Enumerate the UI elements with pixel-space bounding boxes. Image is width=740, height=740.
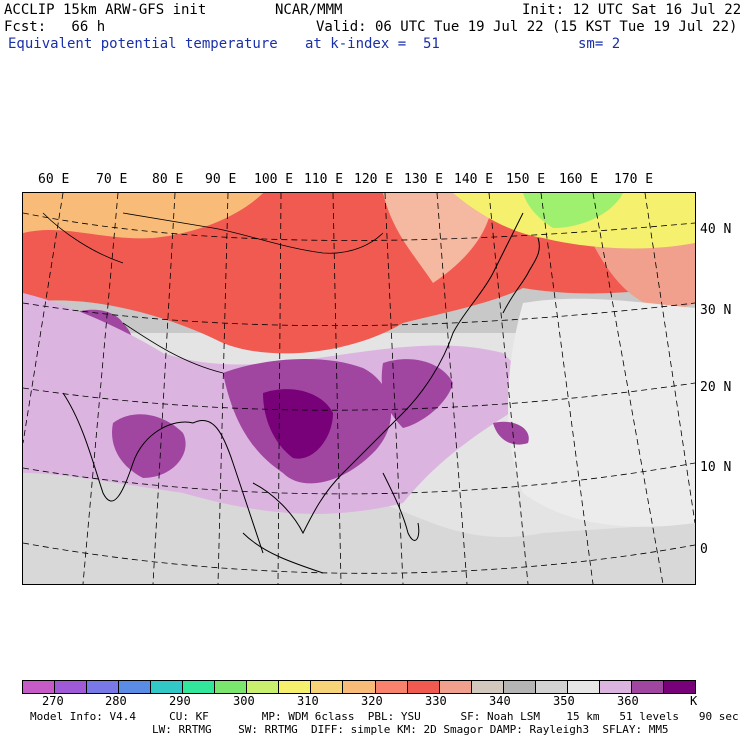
green-region (523, 193, 623, 228)
indochina-dark-purple (263, 389, 333, 459)
colorbar-tick: 330 (425, 694, 447, 708)
smoothing-info: sm= 2 (578, 36, 621, 52)
org-label: NCAR/MMM (275, 2, 343, 18)
meridian-line (488, 193, 529, 584)
level-info: at k-index = 51 (305, 36, 440, 52)
lat-label: 0 (700, 542, 708, 557)
colorbar-segment (503, 681, 536, 693)
parallel-line (23, 382, 695, 411)
lon-label: 140 E (454, 172, 494, 187)
peach-region-west (23, 193, 263, 239)
colorbar-tick: 360 (617, 694, 639, 708)
lon-label: 120 E (354, 172, 394, 187)
model-title: ACCLIP 15km ARW-GFS init (4, 2, 207, 18)
borders (42, 212, 384, 374)
parallel-line (23, 302, 695, 327)
colorbar-segment (279, 681, 312, 693)
lon-label: 170 E (614, 172, 654, 187)
pacific-light-region (508, 298, 695, 527)
himalaya-border (122, 322, 224, 374)
colorbar-tick: 300 (233, 694, 255, 708)
colorbar-segment (215, 681, 248, 693)
meridian-line (592, 193, 664, 584)
lon-label: 130 E (404, 172, 444, 187)
philippines-coast (382, 472, 420, 541)
colorbar-tick: 290 (169, 694, 191, 708)
lon-label: 70 E (96, 172, 128, 187)
china-coast (252, 272, 494, 535)
model-info-line2: LW: RRTMG SW: RRTMG DIFF: simple KM: 2D … (152, 723, 669, 736)
burma-coast (192, 420, 264, 554)
lon-label: 80 E (152, 172, 184, 187)
mongolia-border (122, 212, 384, 254)
lon-label: 160 E (559, 172, 599, 187)
meridian-line (217, 193, 229, 584)
lon-label: 100 E (254, 172, 294, 187)
colorbar-segment (599, 681, 632, 693)
central-asia-border (42, 212, 124, 264)
colorbar-segment (23, 681, 56, 693)
colorbar-tick: 270 (42, 694, 64, 708)
colorbar-segment (535, 681, 568, 693)
meridian-line (23, 193, 64, 444)
model-info-line1: Model Info: V4.4 CU: KF MP: WDM 6class P… (30, 710, 739, 723)
meridian-line (384, 193, 404, 584)
colorbar-tick: 350 (553, 694, 575, 708)
japan-coast (502, 237, 540, 314)
colorbar-segment (631, 681, 664, 693)
colorbar-segment (87, 681, 120, 693)
colorbar-segment (663, 681, 695, 693)
pacific-purple-spot (493, 421, 529, 445)
parallel-line (23, 542, 695, 574)
parallel-line (23, 462, 695, 495)
graticule (23, 193, 695, 584)
field-name: Equivalent potential temperature (8, 36, 278, 52)
colorbar-tick: 320 (361, 694, 383, 708)
lon-label: 110 E (304, 172, 344, 187)
lon-label: 60 E (38, 172, 70, 187)
meridian-line (436, 193, 468, 584)
colorbar-tick: 310 (297, 694, 319, 708)
colorbar-segment (183, 681, 216, 693)
colorbar-segment (151, 681, 184, 693)
colorbar-tick: 280 (105, 694, 127, 708)
meridian-line (277, 193, 282, 584)
lon-label: 150 E (506, 172, 546, 187)
map-canvas (23, 193, 695, 584)
colorbar-segment (407, 681, 440, 693)
lat-label: 20 N (700, 380, 732, 395)
colorbar-segment (119, 681, 152, 693)
peach-region-east (383, 193, 493, 283)
korea-coast (492, 212, 524, 274)
lat-label: 10 N (700, 460, 732, 475)
colorbar-segment (567, 681, 600, 693)
india-coast (62, 392, 194, 502)
valid-time: Valid: 06 UTC Tue 19 Jul 22 (15 KST Tue … (316, 19, 738, 35)
colorbar-segment (375, 681, 408, 693)
colorbar-segment (343, 681, 376, 693)
india-purple (112, 414, 186, 478)
meridian-line (644, 193, 695, 524)
meridian-line (540, 193, 594, 584)
colorbar-segment (471, 681, 504, 693)
forecast-hour: Fcst: 66 h (4, 19, 106, 35)
colorbar-segment (55, 681, 88, 693)
colorbar-tick: 340 (489, 694, 511, 708)
lon-label: 90 E (205, 172, 237, 187)
lat-label: 30 N (700, 303, 732, 318)
meridian-line (152, 193, 176, 584)
meridian-line (332, 193, 342, 584)
colorbar (22, 680, 696, 694)
colorbar-segment (311, 681, 344, 693)
coastlines (62, 212, 540, 574)
colorbar-segment (439, 681, 472, 693)
theta-e-map (22, 192, 696, 585)
east-china-purple (381, 359, 453, 428)
colorbar-unit: K (690, 694, 698, 708)
colorbar-segment (247, 681, 280, 693)
init-time: Init: 12 UTC Sat 16 Jul 22 (522, 2, 740, 18)
borneo-coast (242, 532, 324, 574)
meridian-line (82, 193, 119, 584)
lat-label: 40 N (700, 222, 732, 237)
